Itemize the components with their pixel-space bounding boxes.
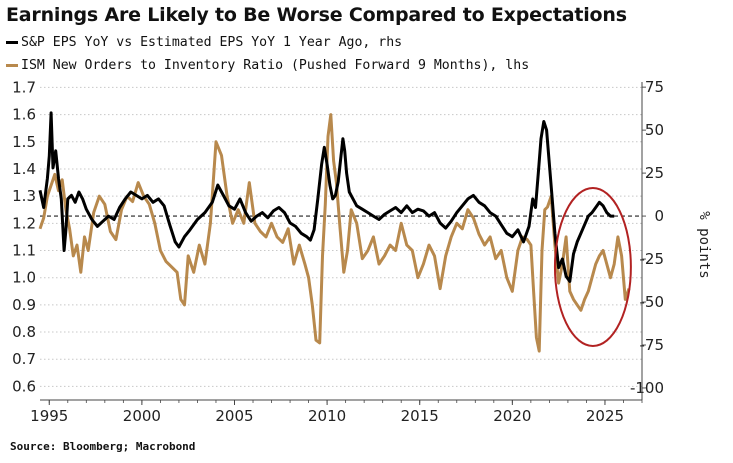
y-left-tick-label: 1.6	[12, 106, 36, 124]
y-left-tick-label: 0.8	[12, 323, 36, 341]
x-tick-label: 2015	[401, 407, 439, 425]
y-right-tick-label: 25	[645, 164, 664, 182]
y-right-tick-label: 0	[654, 207, 664, 225]
y-left-tick-label: 0.7	[12, 350, 36, 368]
y-right-tick-label: -25	[640, 250, 665, 268]
y-left-tick-label: 1.2	[12, 214, 36, 232]
y-right-tick-label: -75	[640, 336, 665, 354]
y-right-tick-label: 50	[645, 121, 664, 139]
legend-item-ism: ISM New Orders to Inventory Ratio (Pushe…	[6, 58, 529, 73]
highlight-ellipse-annotation	[553, 187, 632, 347]
y-left-tick-label: 0.6	[12, 377, 36, 395]
y-right-tick-label: -100	[630, 379, 664, 397]
y-left-tick-label: 1.7	[12, 78, 36, 96]
y-left-tick-label: 1.5	[12, 133, 36, 151]
y-left-tick-label: 0.9	[12, 296, 36, 314]
legend-swatch-ism	[6, 64, 18, 67]
legend-label-eps: S&P EPS YoY vs Estimated EPS YoY 1 Year …	[21, 35, 403, 50]
x-tick-label: 2005	[215, 407, 253, 425]
legend-item-eps: S&P EPS YoY vs Estimated EPS YoY 1 Year …	[6, 35, 402, 50]
source-note: Source: Bloomberg; Macrobond	[10, 440, 196, 453]
x-tick-label: 2025	[586, 407, 624, 425]
x-tick-label: 1995	[30, 407, 68, 425]
y-left-tick-label: 1.3	[12, 187, 36, 205]
y-right-axis-title: % points	[696, 211, 712, 278]
x-tick-label: 2010	[308, 407, 346, 425]
x-tick-label: 2000	[123, 407, 161, 425]
chart-title: Earnings Are Likely to Be Worse Compared…	[6, 4, 627, 26]
y-right-tick-label: -50	[640, 293, 665, 311]
y-left-tick-label: 1.0	[12, 269, 36, 287]
legend-label-ism: ISM New Orders to Inventory Ratio (Pushe…	[21, 58, 530, 73]
y-left-tick-label: 1.1	[12, 242, 36, 260]
legend-swatch-eps	[6, 41, 18, 44]
y-left-tick-label: 1.4	[12, 160, 36, 178]
series-line-sp-eps-yoy	[38, 111, 615, 283]
y-right-tick-label: 75	[645, 78, 664, 96]
x-tick-label: 2020	[493, 407, 531, 425]
